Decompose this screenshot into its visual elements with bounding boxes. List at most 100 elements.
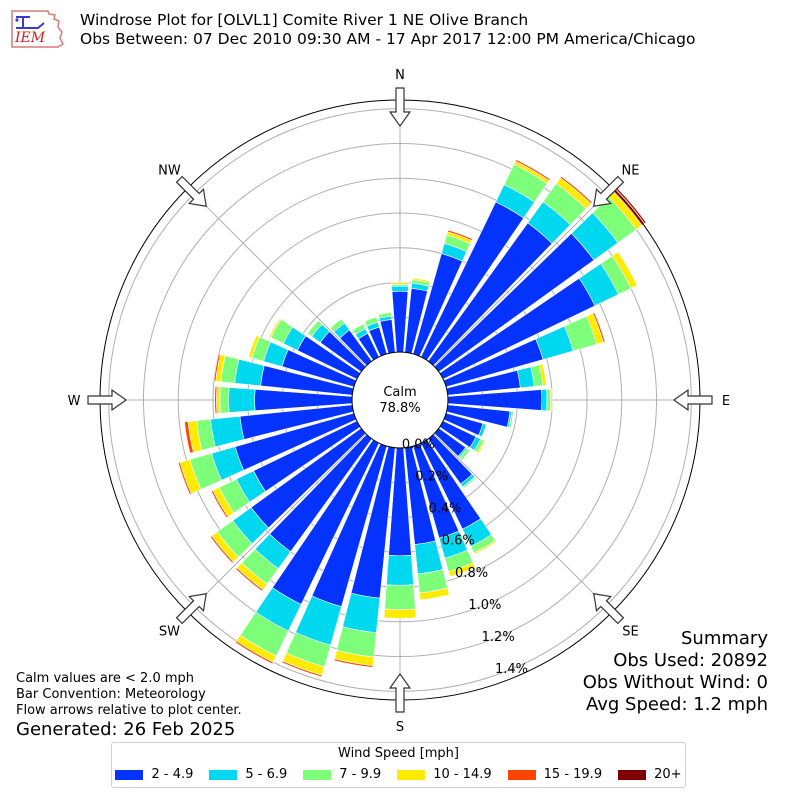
wind-bar-segment xyxy=(378,312,392,319)
wind-bar-segment xyxy=(210,490,229,519)
summary-block: Summary Obs Used: 20892 Obs Without Wind… xyxy=(583,628,768,716)
radial-tick-labels: 0.0% 0.2% 0.4% 0.6% 0.8% 1.0% 1.2% 1.4% xyxy=(402,437,528,677)
wind-bar-segment xyxy=(559,175,593,205)
wind-bar-segment xyxy=(611,251,638,289)
wind-bar-segment xyxy=(419,587,450,601)
summary-avg-speed: Avg Speed: 1.2 mph xyxy=(586,694,768,715)
compass-label: NW xyxy=(158,163,181,178)
radial-tick-label: 1.4% xyxy=(495,662,528,677)
wind-bar-segment xyxy=(546,388,551,412)
wind-bar-segment xyxy=(210,415,245,448)
wind-bar-segment xyxy=(248,335,260,359)
wind-bar-segment xyxy=(177,461,192,495)
grid-spoke xyxy=(187,433,367,613)
flow-arrow-icon xyxy=(87,388,128,412)
wind-bar-segment xyxy=(216,386,221,414)
wind-bar-segment xyxy=(234,640,274,665)
legend-item: 20+ xyxy=(618,767,682,782)
note-calm: Calm values are < 2.0 mph xyxy=(16,671,195,686)
wind-bar-segment xyxy=(307,320,323,337)
legend-swatch xyxy=(209,769,238,780)
compass-label: NE xyxy=(622,163,640,178)
wind-bar-segment xyxy=(549,388,553,412)
wind-bar-segment xyxy=(391,285,409,292)
radial-tick-label: 0.8% xyxy=(455,566,488,581)
wind-bar-segment xyxy=(219,386,230,414)
grid-spoke xyxy=(433,187,613,367)
wind-bar-segment xyxy=(213,353,221,382)
legend-title: Wind Speed [mph] xyxy=(338,746,459,761)
notes-block: Calm values are < 2.0 mph Bar Convention… xyxy=(16,671,242,719)
grid-spoke xyxy=(433,433,613,613)
legend-item: 2 - 4.9 xyxy=(115,767,193,782)
summary-obs-used: Obs Used: 20892 xyxy=(613,650,768,671)
wind-bar-segment xyxy=(478,423,487,438)
summary-obs-without-wind: Obs Without Wind: 0 xyxy=(582,672,768,693)
wind-bar-segment xyxy=(541,388,548,412)
wind-bar-segment xyxy=(448,562,476,577)
calm-label: Calm xyxy=(383,385,416,400)
wind-bar-segment xyxy=(333,658,374,668)
wind-bar-segment xyxy=(384,584,416,610)
wind-bar-segment xyxy=(592,312,606,343)
flow-arrow-icon xyxy=(593,175,625,207)
legend-label: 2 - 4.9 xyxy=(151,767,194,782)
wind-bar-segment xyxy=(214,386,218,414)
wind-bar-segment xyxy=(383,608,417,619)
wind-bar-segment xyxy=(458,447,471,461)
calm-circle xyxy=(351,351,449,449)
wind-bar-segment xyxy=(391,282,409,285)
compass-label: N xyxy=(395,68,405,83)
wind-bar-segment xyxy=(281,660,323,678)
wind-bar-segment xyxy=(184,421,194,454)
wind-bar-segment xyxy=(476,440,486,454)
flow-arrow-icon xyxy=(593,593,625,625)
radial-tick-label: 0.2% xyxy=(415,469,448,484)
wind-bar-segment xyxy=(508,411,514,429)
wind-bar-segment xyxy=(209,535,234,564)
radial-tick-label: 0.0% xyxy=(402,437,435,452)
wind-bar-segment xyxy=(268,317,282,338)
summary-title: Summary xyxy=(681,628,768,649)
compass-label: SW xyxy=(159,625,180,640)
grid-spoke xyxy=(187,187,367,367)
wind-bar-segment xyxy=(342,592,381,634)
note-convention: Bar Convention: Meteorology xyxy=(16,687,206,702)
generated-date: Generated: 26 Feb 2025 xyxy=(16,719,236,740)
wind-bar-segment xyxy=(234,358,265,387)
flow-arrow-icon xyxy=(388,672,412,713)
legend: Wind Speed [mph] 2 - 4.9 5 - 6.9 7 - 9.9 10… xyxy=(111,742,686,788)
legend-label: 15 - 19.9 xyxy=(543,767,603,782)
legend-swatch xyxy=(507,769,536,780)
wind-bar-segment xyxy=(329,318,345,333)
wind-bar-segment xyxy=(352,323,366,335)
direction-bars xyxy=(177,159,647,678)
legend-item: 5 - 6.9 xyxy=(209,767,287,782)
wind-bar-segment xyxy=(228,387,256,413)
flow-arrow-icon xyxy=(175,175,207,207)
legend-swatch xyxy=(303,769,332,780)
wind-bar-segment xyxy=(386,555,414,586)
wind-bar-segment xyxy=(411,277,431,284)
legend-items: 2 - 4.9 5 - 6.9 7 - 9.9 10 - 14.9 15 - 19.9 2… xyxy=(112,767,685,782)
wind-bar-segment xyxy=(538,363,547,386)
wind-bar-segment xyxy=(462,476,477,489)
compass-label: W xyxy=(68,394,81,409)
legend-item: 7 - 9.9 xyxy=(303,767,381,782)
compass-label: S xyxy=(396,720,404,735)
wind-bar-segment xyxy=(235,567,264,592)
legend-label: 5 - 6.9 xyxy=(245,767,288,782)
wind-bar-segment xyxy=(473,539,497,555)
flow-arrow-icon xyxy=(175,593,207,625)
legend-swatch xyxy=(397,769,426,780)
wind-bar-segment xyxy=(447,229,473,241)
legend-swatch xyxy=(618,769,647,780)
wind-bar-segment xyxy=(414,540,444,575)
legend-item: 15 - 19.9 xyxy=(507,767,603,782)
legend-swatch xyxy=(115,769,144,780)
legend-item: 10 - 14.9 xyxy=(397,767,492,782)
iem-logo: IEM xyxy=(11,10,64,48)
compass-label: SE xyxy=(622,625,638,640)
compass-labels: N NE E SE S SW W NW xyxy=(68,68,731,735)
radial-tick-label: 0.4% xyxy=(428,502,461,517)
